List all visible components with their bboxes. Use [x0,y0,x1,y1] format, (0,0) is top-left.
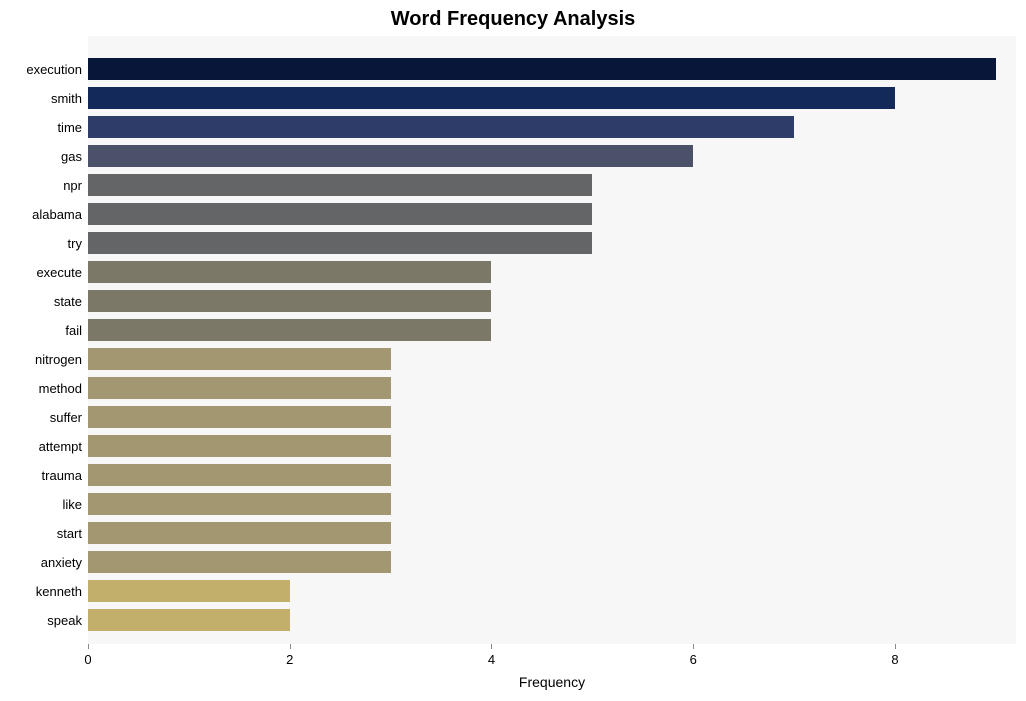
bar [88,464,391,486]
chart-container: Word Frequency Analysis Frequency execut… [0,0,1026,701]
y-axis-label: smith [51,91,82,106]
y-axis-label: nitrogen [35,352,82,367]
y-axis-label: start [57,526,82,541]
y-axis-label: anxiety [41,555,82,570]
y-axis-label: gas [61,149,82,164]
x-tick [693,644,694,649]
x-axis-tick-label: 4 [488,652,495,667]
x-axis-tick-label: 0 [84,652,91,667]
bar [88,435,391,457]
x-axis-title: Frequency [519,674,585,690]
bar [88,551,391,573]
bar [88,203,592,225]
x-tick [491,644,492,649]
y-axis-label: execution [26,62,82,77]
bar [88,377,391,399]
y-axis-label: npr [63,178,82,193]
y-axis-label: fail [65,323,82,338]
y-axis-label: speak [47,613,82,628]
y-axis-label: trauma [42,468,82,483]
bar [88,290,491,312]
x-tick [88,644,89,649]
y-axis-label: method [39,381,82,396]
y-axis-label: state [54,294,82,309]
bar [88,116,794,138]
x-axis-tick-label: 8 [891,652,898,667]
bar [88,406,391,428]
y-axis-label: attempt [39,439,82,454]
y-axis-label: like [62,497,82,512]
y-axis-label: kenneth [36,584,82,599]
x-tick [895,644,896,649]
bar [88,580,290,602]
chart-title: Word Frequency Analysis [0,0,1026,31]
y-axis-label: alabama [32,207,82,222]
y-axis-label: execute [36,265,82,280]
x-axis-tick-label: 2 [286,652,293,667]
x-tick [290,644,291,649]
bar [88,348,391,370]
bar [88,174,592,196]
bar [88,145,693,167]
x-axis-tick-label: 6 [690,652,697,667]
y-axis-label: time [57,120,82,135]
y-axis-label: try [68,236,82,251]
bar [88,493,391,515]
y-axis-label: suffer [50,410,82,425]
bar [88,232,592,254]
bar [88,58,996,80]
bar [88,261,491,283]
bar [88,609,290,631]
bar [88,522,391,544]
bar [88,87,895,109]
bar [88,319,491,341]
plot-area [88,36,1016,644]
